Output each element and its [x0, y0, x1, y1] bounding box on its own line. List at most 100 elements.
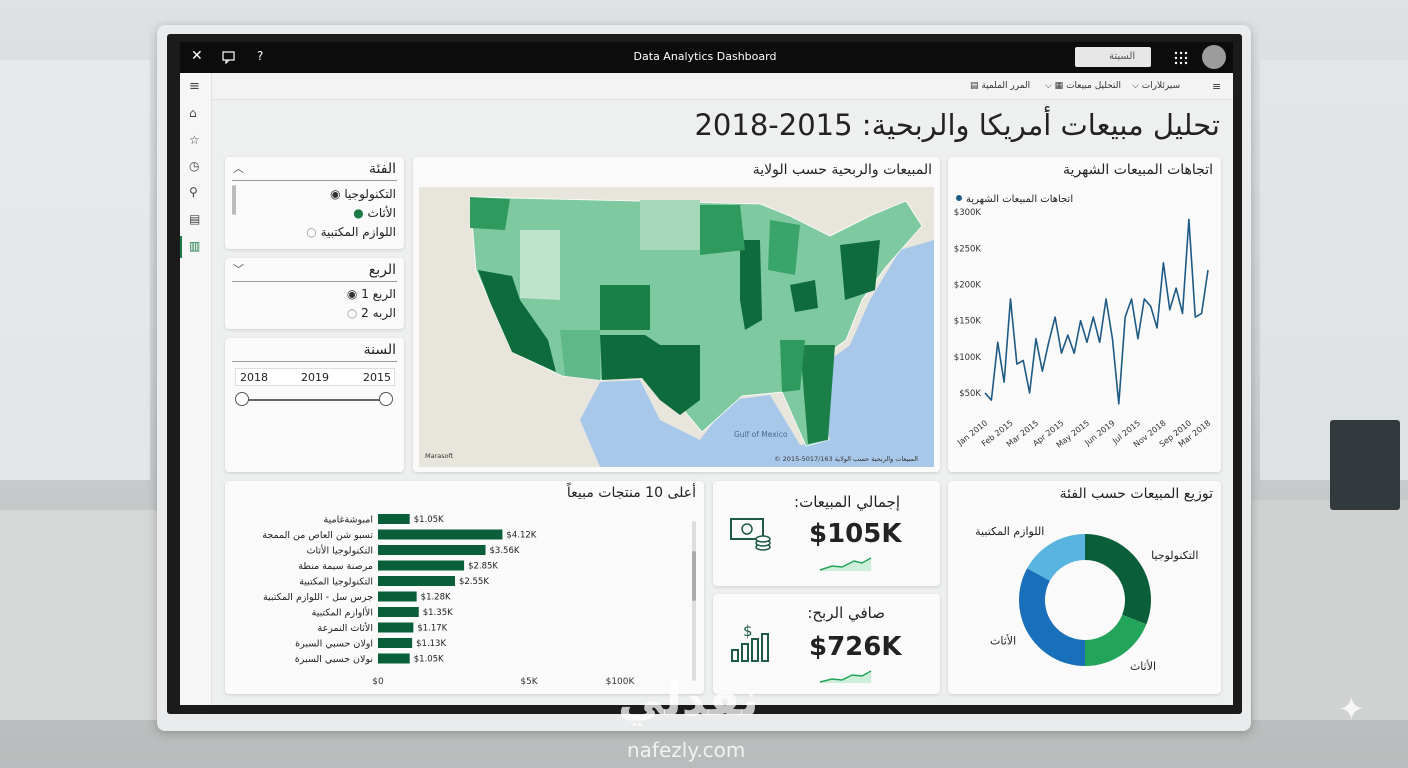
x-tick-label: $100K [606, 677, 636, 687]
slider-handle[interactable] [235, 392, 249, 406]
apps-icon[interactable] [1174, 51, 1188, 65]
filter-option[interactable]: اللوازم المكتبية ○ [306, 225, 396, 239]
value-label: $2.55K [459, 577, 489, 587]
bar [378, 514, 410, 524]
scrollbar-thumb[interactable] [692, 551, 696, 601]
y-tick-label: اولان حسبي السبرة [295, 639, 373, 650]
expand-icon[interactable]: ﹀ [233, 263, 244, 276]
y-tick-label: $50K [959, 389, 981, 399]
year-option[interactable]: 2018 [240, 371, 268, 384]
map-label: Gulf of Mexico [734, 430, 788, 439]
close-button[interactable]: ✕ [191, 48, 203, 64]
nav-shared[interactable]: ⚲ [189, 185, 198, 199]
bar [378, 653, 410, 664]
bar-chart-panel: أعلى 10 منتجات مبيعاً [225, 481, 704, 694]
collapse-icon[interactable]: ︿ [233, 162, 244, 175]
y-tick-label: جرس سل - اللوازم المكتبية [263, 592, 373, 603]
nav-workspace[interactable]: ▤ [189, 212, 201, 226]
dashboard-title: تحليل مبيعات أمريكا والربحية: 2015-2018 [694, 108, 1220, 142]
y-tick-label: نولان حسبي السبرة [295, 654, 373, 665]
pie-slice [1085, 614, 1147, 666]
watermark-logo: نفذلي [618, 672, 759, 726]
bar [378, 607, 419, 617]
filter-option[interactable]: الربع 1 ◉ [346, 287, 396, 301]
toolbar-label: سيرئلارات [1141, 81, 1181, 91]
nav-favorites[interactable]: ☆ [189, 133, 200, 147]
money-icon [730, 518, 771, 551]
toolbar-item[interactable]: المرر الملمية ▤ [970, 81, 1031, 91]
pie-slice [1019, 568, 1085, 666]
profit-icon: $ [731, 622, 769, 662]
nav-active-indicator [180, 236, 182, 258]
value-label: $1.35K [423, 608, 453, 618]
kpi-card: إجمالي المبيعات: $105K [713, 481, 940, 586]
y-tick-label: $250K [954, 244, 982, 254]
nav-report[interactable]: ▥ [189, 239, 201, 253]
value-label: $1.13K [416, 639, 446, 649]
window-title: Data Analytics Dashboard [633, 50, 777, 63]
map[interactable]: Gulf of Mexico Marasoft © 2015-5017/163 … [419, 187, 934, 467]
y-tick-label: $200K [954, 281, 982, 291]
svg-text:$: $ [743, 622, 753, 640]
bar [378, 529, 503, 540]
filter-panel: الربع ﹀ الربع 1 ◉ الربه 2 ○ [225, 258, 404, 329]
value-label: $1.05K [414, 515, 444, 525]
y-tick-label: تسبو شن العاص من الممجة [262, 530, 373, 541]
y-tick-label: الأاوازم المكتبية [312, 607, 373, 619]
filter-option[interactable]: الربه 2 ○ [346, 306, 396, 320]
toolbar-item[interactable]: التحليل مبيعات ▦ ⌵ [1045, 81, 1122, 91]
menu-icon[interactable]: ≡ [1212, 80, 1222, 93]
year-option[interactable]: 2015 [363, 371, 391, 384]
option-label: الربع 1 [361, 287, 396, 301]
value-label: $1.05K [414, 655, 444, 665]
toolbar: ≡ سيرئلارات ⌵ التحليل مبيعات ▦ ⌵ المرر ا… [212, 73, 1233, 100]
filter-panel: الفئة ︿ التكنولوجيا ◉ الأثاث ● اللوازم ا… [225, 157, 404, 249]
slider-handle[interactable] [379, 392, 393, 406]
map-attribution: Gulf of Mexico Marasoft © 2015-5017/163 … [425, 430, 918, 463]
filter-title: الربع [368, 262, 396, 278]
year-option[interactable]: 2019 [301, 371, 329, 384]
y-tick-label: مرصنة سيمة منطة [298, 561, 373, 572]
filter-option[interactable]: الأثاث ● [353, 206, 396, 220]
bar [378, 591, 417, 602]
y-tick-label: الأثاث النمرعة [318, 622, 373, 634]
avatar[interactable] [1202, 45, 1226, 69]
bar [378, 560, 465, 571]
kpi-label: صافي الربح: [807, 604, 885, 622]
toolbar-item[interactable]: سيرئلارات ⌵ [1132, 81, 1181, 91]
line-series [984, 218, 1209, 405]
y-tick-label: $300K [954, 208, 982, 218]
filter-title: الفئة [369, 161, 396, 177]
option-label: اللوازم المكتبية [320, 225, 396, 239]
map-logo: Marasoft [425, 452, 454, 460]
legend-marker [956, 195, 962, 201]
value-label: $1.17K [417, 624, 447, 634]
pie-slice [1085, 534, 1151, 625]
filter-option[interactable]: التكنولوجيا ◉ [330, 187, 396, 201]
value-label: $3.56K [490, 546, 520, 556]
value-label: $4.12K [506, 531, 536, 541]
slice-label: الأثاث [1130, 659, 1156, 673]
kpi-value: $726K [809, 632, 902, 662]
value-label: $2.85K [468, 562, 498, 572]
legend-label: اتجاهات المبيعات الشهرية [966, 194, 1073, 205]
kpi-value: $105K [809, 519, 902, 549]
bar [378, 545, 486, 555]
search-placeholder: السبتة [1109, 51, 1136, 62]
bar [378, 638, 413, 648]
scrollbar[interactable] [692, 521, 696, 681]
pie-chart-panel: توزيع المبيعات حسب الفئة [948, 481, 1221, 694]
chart-title: أعلى 10 منتجات مبيعاً [566, 485, 696, 501]
search-box[interactable]: السبتة [1075, 47, 1151, 67]
chart-title: توزيع المبيعات حسب الفئة [1059, 486, 1213, 502]
pie-slice [1027, 534, 1085, 581]
help-button[interactable]: ? [257, 49, 264, 63]
nav-menu[interactable]: ≡ [189, 79, 200, 94]
toolbar-label: المرر الملمية [981, 81, 1031, 91]
chat-icon[interactable] [222, 51, 236, 64]
nav-recent[interactable]: ◷ [189, 159, 200, 173]
slider-track [243, 399, 387, 401]
nav-home[interactable]: ⌂ [189, 106, 197, 120]
